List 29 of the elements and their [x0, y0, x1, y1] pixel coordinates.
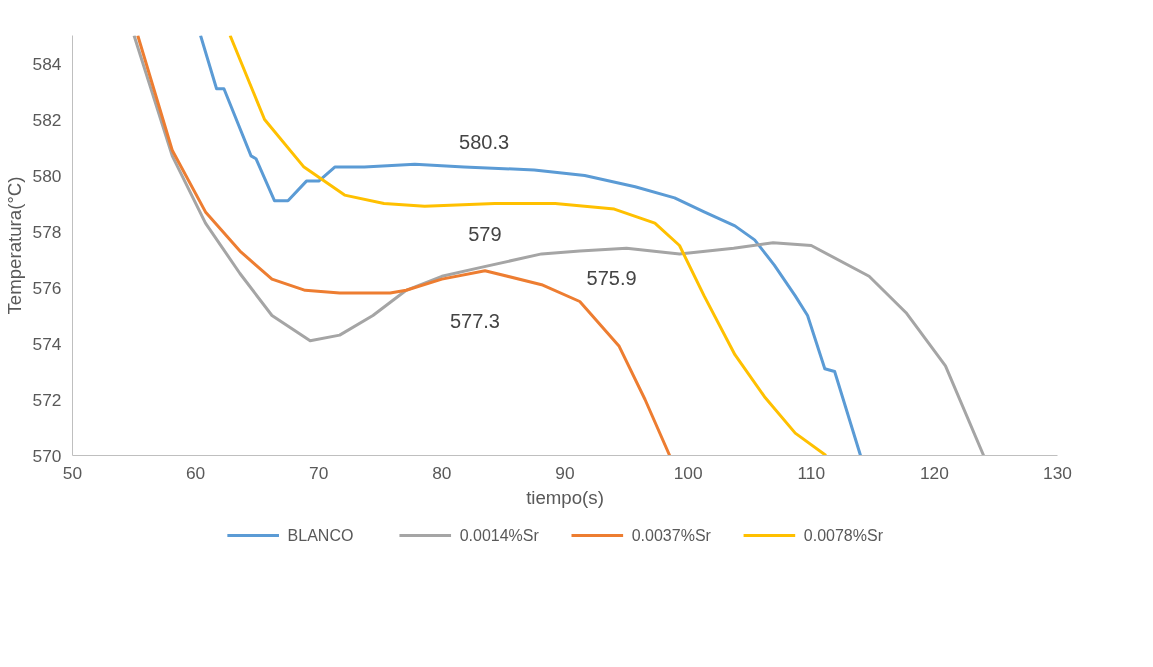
y-tick-label: 582: [32, 109, 62, 130]
y-tick-label: 580: [32, 165, 62, 186]
y-axis-title: Temperatura(°C): [3, 176, 25, 315]
annotation: 575.9: [586, 267, 637, 290]
line-series: [132, 35, 986, 456]
x-tick-label: 90: [555, 462, 575, 483]
y-tick-label: 584: [32, 53, 62, 74]
y-tick-label: 572: [32, 389, 62, 410]
x-tick-label: 110: [797, 462, 826, 483]
annotation: 579: [468, 222, 502, 245]
x-tick-label: 130: [1043, 462, 1072, 483]
y-tick-label: 576: [32, 277, 62, 298]
legend-label: BLANCO: [287, 527, 354, 544]
annotation: 577.3: [449, 309, 501, 332]
x-tick-label: 70: [309, 462, 329, 483]
annotation: 580.3: [459, 131, 510, 154]
x-tick-label: 100: [673, 462, 703, 483]
y-tick-label: 570: [32, 445, 62, 466]
x-tick-label: 120: [919, 462, 949, 483]
x-tick-label: 60: [185, 462, 206, 483]
legend-label: 0.0014%Sr: [459, 527, 540, 544]
legend-label: 0.0037%Sr: [631, 527, 712, 544]
y-tick-label: 578: [32, 221, 62, 242]
x-tick-label: 50: [62, 462, 83, 483]
y-tick-label: 574: [32, 333, 62, 354]
legend-label: 0.0078%Sr: [803, 527, 884, 544]
x-tick-label: 80: [432, 462, 452, 483]
x-axis-title: tiempo(s): [526, 486, 604, 508]
line-series: [136, 35, 672, 456]
